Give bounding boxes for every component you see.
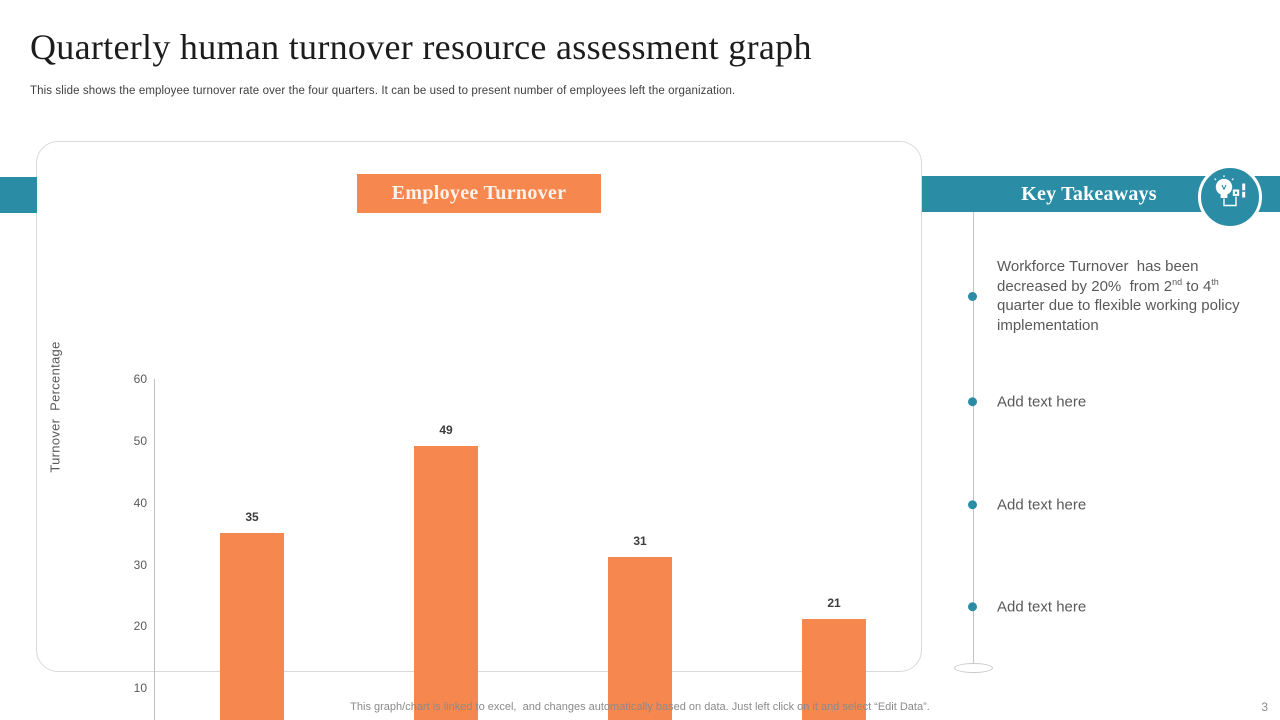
takeaway-text: Add text here (997, 598, 1087, 616)
bar-value-label: 31 (633, 534, 647, 548)
page-number: 3 (1261, 700, 1268, 714)
y-axis-tick-label: 10 (133, 681, 147, 696)
footer-note: This graph/chart is linked to excel, and… (350, 701, 930, 713)
bullet-dot-icon (968, 397, 977, 407)
y-axis-tick-label: 60 (133, 372, 147, 386)
takeaways-line-base (954, 663, 993, 673)
bar-3rd-quarter[interactable] (608, 557, 672, 720)
chart-title-label: Employee Turnover (391, 182, 567, 204)
takeaway-item[interactable]: Add text here (968, 392, 1258, 412)
bullet-dot-icon (968, 500, 977, 510)
page-title: Quarterly human turnover resource assess… (30, 27, 812, 67)
bullet-dot-icon (968, 291, 977, 301)
takeaway-item[interactable]: Add text here (968, 597, 1258, 617)
bar-1st-quarter[interactable] (220, 533, 284, 720)
y-axis-title: Turnover Percentage (47, 341, 63, 473)
takeaway-item[interactable]: Add text here (968, 495, 1258, 515)
y-axis-tick-label: 40 (133, 495, 147, 510)
lightbulb-chart-icon (1211, 174, 1249, 220)
chart-title-banner: Employee Turnover (357, 174, 601, 213)
y-axis-tick-label: 30 (133, 557, 147, 572)
bar-2nd-quarter[interactable] (414, 446, 478, 720)
bar-chart-plot[interactable]: 0102030405060351st Quarter492nd Quarter3… (134, 372, 930, 720)
bar-value-label: 35 (245, 510, 259, 524)
idea-circle-badge (1198, 165, 1262, 229)
takeaway-item[interactable]: Workforce Turnover has been decreased by… (968, 257, 1258, 335)
takeaway-text: Add text here (997, 496, 1087, 514)
bar-4th-quarter[interactable] (802, 619, 866, 720)
y-axis-tick-label: 20 (133, 619, 147, 634)
y-axis-tick-label: 50 (133, 433, 147, 448)
bullet-dot-icon (968, 602, 977, 612)
bar-value-label: 49 (439, 423, 453, 437)
chart-card[interactable]: 0102030405060351st Quarter492nd Quarter3… (36, 141, 922, 720)
takeaways-connector-line (973, 212, 974, 664)
takeaway-text: Workforce Turnover has been decreased by… (997, 258, 1244, 334)
left-accent-band (0, 177, 37, 213)
takeaway-text: Add text here (997, 393, 1087, 411)
bar-value-label: 21 (827, 596, 841, 610)
page-subtitle: This slide shows the employee turnover r… (30, 85, 736, 97)
key-takeaways-title: Key Takeaways (1021, 182, 1157, 205)
